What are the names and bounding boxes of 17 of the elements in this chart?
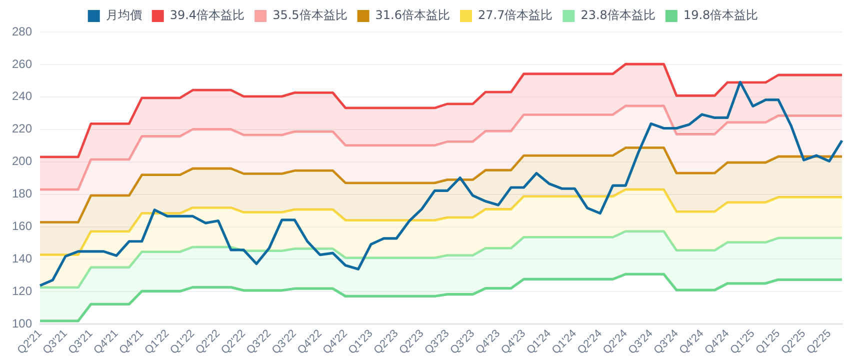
legend-label: 27.7倍本益比: [478, 8, 553, 22]
y-tick-label: 260: [12, 56, 32, 71]
y-tick-label: 280: [12, 24, 32, 38]
y-tick-label: 240: [12, 89, 32, 104]
legend-label: 19.8倍本益比: [683, 8, 758, 22]
legend-label: 35.5倍本益比: [272, 8, 348, 22]
y-tick-label: 100: [12, 316, 32, 330]
y-tick-label: 140: [12, 252, 32, 266]
legend-label: 31.6倍本益比: [375, 8, 450, 22]
legend-label: 月均價: [106, 8, 142, 22]
y-tick-label: 160: [12, 219, 32, 234]
legend-label: 39.4倍本益比: [170, 8, 245, 22]
y-tick-label: 200: [12, 154, 32, 168]
y-tick-label: 120: [12, 284, 32, 298]
legend-label: 23.8倍本益比: [580, 8, 656, 22]
y-tick-label: 180: [12, 186, 32, 201]
y-tick-label: 220: [12, 122, 32, 136]
